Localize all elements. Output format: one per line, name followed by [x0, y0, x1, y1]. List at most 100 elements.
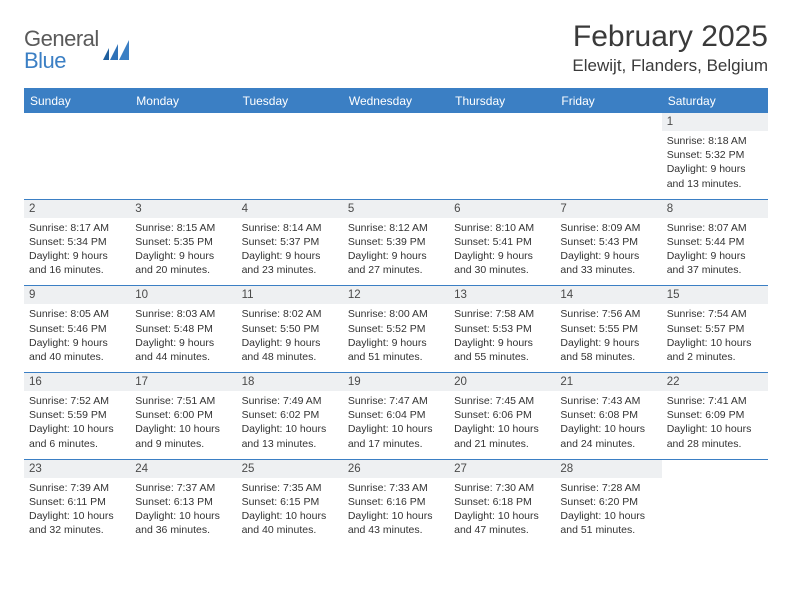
day-data: Sunrise: 7:41 AMSunset: 6:09 PMDaylight:…	[662, 391, 768, 459]
day-number: 1	[662, 113, 768, 131]
day-number: 13	[449, 286, 555, 304]
calendar-cell	[130, 113, 236, 199]
calendar-cell: 16Sunrise: 7:52 AMSunset: 5:59 PMDayligh…	[24, 373, 130, 459]
weekday-tuesday: Tuesday	[237, 90, 343, 113]
calendar-grid: 1Sunrise: 8:18 AMSunset: 5:32 PMDaylight…	[24, 113, 768, 545]
day-data: Sunrise: 8:17 AMSunset: 5:34 PMDaylight:…	[24, 218, 130, 286]
calendar-cell: 21Sunrise: 7:43 AMSunset: 6:08 PMDayligh…	[555, 373, 661, 459]
calendar-cell: 26Sunrise: 7:33 AMSunset: 6:16 PMDayligh…	[343, 460, 449, 546]
day-number: 21	[555, 373, 661, 391]
day-number: 17	[130, 373, 236, 391]
empty-day	[662, 460, 768, 480]
day-number: 20	[449, 373, 555, 391]
day-number: 15	[662, 286, 768, 304]
calendar-cell: 3Sunrise: 8:15 AMSunset: 5:35 PMDaylight…	[130, 200, 236, 286]
calendar-cell: 27Sunrise: 7:30 AMSunset: 6:18 PMDayligh…	[449, 460, 555, 546]
calendar-cell	[24, 113, 130, 199]
empty-day	[24, 113, 130, 133]
calendar-cell	[662, 460, 768, 546]
day-data: Sunrise: 8:03 AMSunset: 5:48 PMDaylight:…	[130, 304, 236, 372]
day-number: 23	[24, 460, 130, 478]
calendar-row: 16Sunrise: 7:52 AMSunset: 5:59 PMDayligh…	[24, 372, 768, 459]
day-data: Sunrise: 8:12 AMSunset: 5:39 PMDaylight:…	[343, 218, 449, 286]
calendar-cell	[343, 113, 449, 199]
weekday-wednesday: Wednesday	[343, 90, 449, 113]
day-number: 28	[555, 460, 661, 478]
weekday-thursday: Thursday	[449, 90, 555, 113]
calendar-cell: 24Sunrise: 7:37 AMSunset: 6:13 PMDayligh…	[130, 460, 236, 546]
day-number: 10	[130, 286, 236, 304]
day-number: 24	[130, 460, 236, 478]
day-data: Sunrise: 7:28 AMSunset: 6:20 PMDaylight:…	[555, 478, 661, 546]
day-data: Sunrise: 8:18 AMSunset: 5:32 PMDaylight:…	[662, 131, 768, 199]
day-number: 3	[130, 200, 236, 218]
day-number: 22	[662, 373, 768, 391]
calendar-cell	[237, 113, 343, 199]
calendar-cell: 9Sunrise: 8:05 AMSunset: 5:46 PMDaylight…	[24, 286, 130, 372]
day-data: Sunrise: 7:47 AMSunset: 6:04 PMDaylight:…	[343, 391, 449, 459]
calendar-cell: 5Sunrise: 8:12 AMSunset: 5:39 PMDaylight…	[343, 200, 449, 286]
day-data: Sunrise: 7:39 AMSunset: 6:11 PMDaylight:…	[24, 478, 130, 546]
calendar-cell: 23Sunrise: 7:39 AMSunset: 6:11 PMDayligh…	[24, 460, 130, 546]
calendar-row: 2Sunrise: 8:17 AMSunset: 5:34 PMDaylight…	[24, 199, 768, 286]
calendar-cell: 19Sunrise: 7:47 AMSunset: 6:04 PMDayligh…	[343, 373, 449, 459]
empty-day	[343, 113, 449, 133]
day-number: 8	[662, 200, 768, 218]
day-data: Sunrise: 7:52 AMSunset: 5:59 PMDaylight:…	[24, 391, 130, 459]
day-data: Sunrise: 7:49 AMSunset: 6:02 PMDaylight:…	[237, 391, 343, 459]
day-number: 11	[237, 286, 343, 304]
calendar-cell: 13Sunrise: 7:58 AMSunset: 5:53 PMDayligh…	[449, 286, 555, 372]
weekday-saturday: Saturday	[662, 90, 768, 113]
day-data: Sunrise: 7:37 AMSunset: 6:13 PMDaylight:…	[130, 478, 236, 546]
header: General Blue February 2025 Elewijt, Flan…	[24, 20, 768, 76]
logo-word2: Blue	[24, 48, 99, 74]
day-data: Sunrise: 7:54 AMSunset: 5:57 PMDaylight:…	[662, 304, 768, 372]
day-data: Sunrise: 7:35 AMSunset: 6:15 PMDaylight:…	[237, 478, 343, 546]
calendar-row: 9Sunrise: 8:05 AMSunset: 5:46 PMDaylight…	[24, 285, 768, 372]
day-number: 12	[343, 286, 449, 304]
day-data: Sunrise: 8:14 AMSunset: 5:37 PMDaylight:…	[237, 218, 343, 286]
logo-mark-icon	[103, 40, 129, 65]
calendar-cell	[449, 113, 555, 199]
calendar-cell: 18Sunrise: 7:49 AMSunset: 6:02 PMDayligh…	[237, 373, 343, 459]
empty-day	[555, 113, 661, 133]
day-number: 7	[555, 200, 661, 218]
calendar-cell: 2Sunrise: 8:17 AMSunset: 5:34 PMDaylight…	[24, 200, 130, 286]
day-data: Sunrise: 7:56 AMSunset: 5:55 PMDaylight:…	[555, 304, 661, 372]
day-number: 14	[555, 286, 661, 304]
calendar-row: 23Sunrise: 7:39 AMSunset: 6:11 PMDayligh…	[24, 459, 768, 546]
day-data: Sunrise: 7:45 AMSunset: 6:06 PMDaylight:…	[449, 391, 555, 459]
calendar-cell: 8Sunrise: 8:07 AMSunset: 5:44 PMDaylight…	[662, 200, 768, 286]
day-data: Sunrise: 8:15 AMSunset: 5:35 PMDaylight:…	[130, 218, 236, 286]
logo-text: General Blue	[24, 26, 99, 74]
calendar-cell: 11Sunrise: 8:02 AMSunset: 5:50 PMDayligh…	[237, 286, 343, 372]
calendar-cell: 1Sunrise: 8:18 AMSunset: 5:32 PMDaylight…	[662, 113, 768, 199]
logo: General Blue	[24, 20, 129, 74]
empty-day	[237, 113, 343, 133]
day-number: 4	[237, 200, 343, 218]
day-number: 5	[343, 200, 449, 218]
calendar-cell: 14Sunrise: 7:56 AMSunset: 5:55 PMDayligh…	[555, 286, 661, 372]
location: Elewijt, Flanders, Belgium	[572, 56, 768, 76]
day-number: 16	[24, 373, 130, 391]
empty-day	[449, 113, 555, 133]
calendar-cell: 7Sunrise: 8:09 AMSunset: 5:43 PMDaylight…	[555, 200, 661, 286]
calendar-cell: 25Sunrise: 7:35 AMSunset: 6:15 PMDayligh…	[237, 460, 343, 546]
calendar-cell: 12Sunrise: 8:00 AMSunset: 5:52 PMDayligh…	[343, 286, 449, 372]
day-data: Sunrise: 7:58 AMSunset: 5:53 PMDaylight:…	[449, 304, 555, 372]
day-data: Sunrise: 7:51 AMSunset: 6:00 PMDaylight:…	[130, 391, 236, 459]
day-number: 9	[24, 286, 130, 304]
day-data: Sunrise: 8:10 AMSunset: 5:41 PMDaylight:…	[449, 218, 555, 286]
calendar-cell: 20Sunrise: 7:45 AMSunset: 6:06 PMDayligh…	[449, 373, 555, 459]
day-data: Sunrise: 8:02 AMSunset: 5:50 PMDaylight:…	[237, 304, 343, 372]
weekday-sunday: Sunday	[24, 90, 130, 113]
calendar-row: 1Sunrise: 8:18 AMSunset: 5:32 PMDaylight…	[24, 113, 768, 199]
day-number: 25	[237, 460, 343, 478]
calendar-cell: 6Sunrise: 8:10 AMSunset: 5:41 PMDaylight…	[449, 200, 555, 286]
day-data: Sunrise: 7:30 AMSunset: 6:18 PMDaylight:…	[449, 478, 555, 546]
day-data: Sunrise: 8:00 AMSunset: 5:52 PMDaylight:…	[343, 304, 449, 372]
calendar-cell: 28Sunrise: 7:28 AMSunset: 6:20 PMDayligh…	[555, 460, 661, 546]
calendar-cell: 22Sunrise: 7:41 AMSunset: 6:09 PMDayligh…	[662, 373, 768, 459]
day-data: Sunrise: 8:05 AMSunset: 5:46 PMDaylight:…	[24, 304, 130, 372]
title-block: February 2025 Elewijt, Flanders, Belgium	[572, 20, 768, 76]
